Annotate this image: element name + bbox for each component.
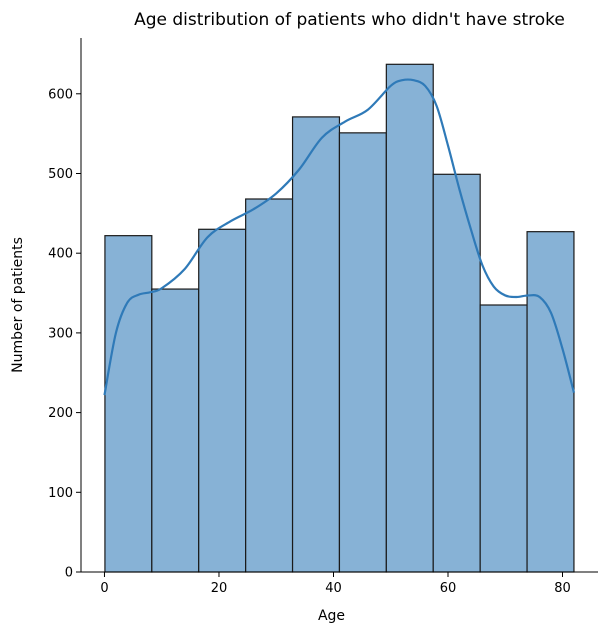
bar-0 (104, 235, 153, 573)
y-tick-label-500: 500 (48, 167, 73, 182)
kde-curve (103, 78, 576, 396)
bar-8 (479, 304, 528, 573)
x-tick-label-80: 80 (554, 581, 571, 596)
y-tick-label-600: 600 (48, 87, 73, 102)
x-ticks: 0 20 40 60 80 (100, 572, 571, 596)
y-tick-label-200: 200 (48, 406, 73, 421)
x-tick-label-20: 20 (211, 581, 228, 596)
bar-5 (338, 132, 387, 573)
y-axis-label: Number of patients (10, 237, 26, 373)
bar-9 (526, 231, 575, 573)
x-axis-label: Age (318, 608, 345, 624)
chart-title: Age distribution of patients who didn't … (134, 10, 565, 30)
y-ticks: 0 100 200 300 400 500 600 (48, 87, 81, 581)
bar-1 (151, 288, 200, 573)
y-tick-label-400: 400 (48, 247, 73, 262)
y-tick-label-300: 300 (48, 326, 73, 341)
bar-7 (432, 173, 481, 573)
x-tick-label-60: 60 (440, 581, 457, 596)
bar-6 (385, 63, 434, 573)
bars-group (104, 63, 575, 573)
bar-3 (245, 198, 294, 573)
x-tick-label-40: 40 (325, 581, 342, 596)
bar-4 (291, 116, 341, 573)
x-tick-label-0: 0 (100, 581, 108, 596)
y-tick-label-100: 100 (48, 486, 73, 501)
bar-2 (198, 228, 247, 573)
y-tick-label-0: 0 (65, 566, 73, 581)
